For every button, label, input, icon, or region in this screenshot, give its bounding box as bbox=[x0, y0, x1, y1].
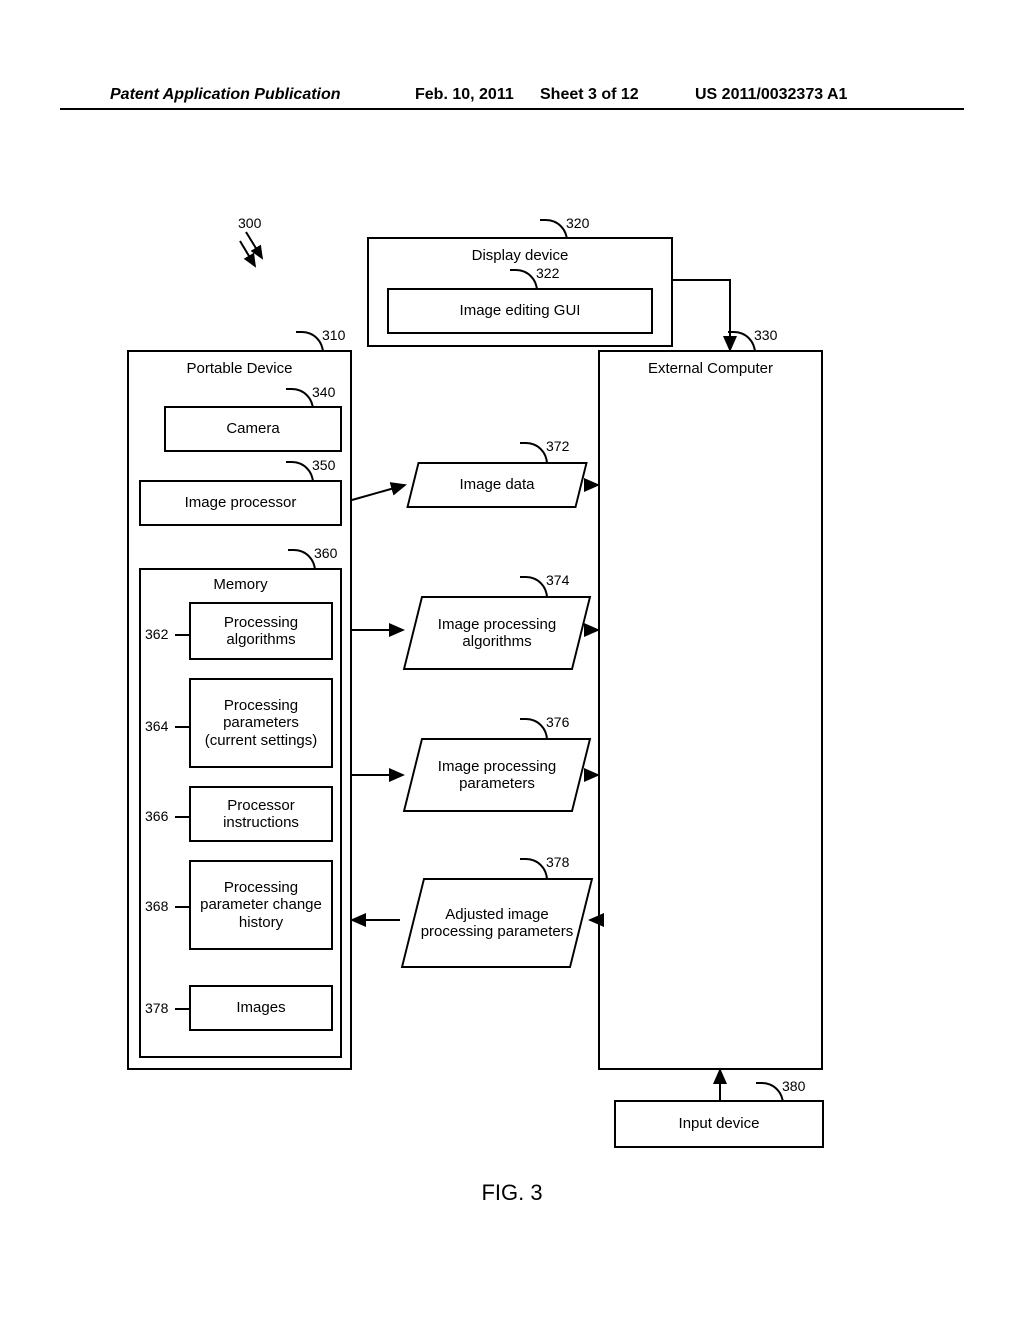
gui-box: Image editing GUI bbox=[387, 288, 653, 334]
mem-366-label: Processor instructions bbox=[197, 797, 325, 832]
external-computer-box: External Computer bbox=[598, 350, 823, 1070]
mem-362-box: Processing algorithms bbox=[189, 602, 333, 660]
tick-mem-364 bbox=[175, 726, 189, 728]
header-rule bbox=[60, 108, 964, 110]
image-data-label: Image data bbox=[459, 476, 534, 493]
ref-algos: 374 bbox=[546, 572, 569, 588]
ref-imgproc: 350 bbox=[312, 457, 335, 473]
imgproc-box: Image processor bbox=[139, 480, 342, 526]
ref-system: 300 bbox=[238, 215, 261, 231]
leader-algos bbox=[520, 576, 548, 598]
mem-368-box: Processing parameter change history bbox=[189, 860, 333, 950]
leader-adj-params bbox=[520, 858, 548, 880]
figure-label: FIG. 3 bbox=[0, 1180, 1024, 1206]
adj-params-label: Adjusted image processing parameters bbox=[420, 906, 574, 941]
system-pointer-arrow bbox=[240, 232, 270, 268]
input-device-box: Input device bbox=[614, 1100, 824, 1148]
ref-camera: 340 bbox=[312, 384, 335, 400]
page: Patent Application Publication Feb. 10, … bbox=[0, 0, 1024, 1320]
mem-378-label: Images bbox=[197, 999, 325, 1016]
ref-mem-364: 364 bbox=[145, 718, 168, 734]
ref-external: 330 bbox=[754, 327, 777, 343]
leader-image-data bbox=[520, 442, 548, 464]
tick-mem-362 bbox=[175, 634, 189, 636]
image-data-parallelogram: Image data bbox=[412, 462, 582, 508]
header-pubno: US 2011/0032373 A1 bbox=[695, 86, 847, 104]
params-parallelogram: Image processing parameters bbox=[412, 738, 582, 812]
mem-366-box: Processor instructions bbox=[189, 786, 333, 842]
camera-label: Camera bbox=[172, 420, 334, 437]
algos-label: Image processing algorithms bbox=[420, 616, 574, 651]
tick-mem-366 bbox=[175, 816, 189, 818]
header-date: Feb. 10, 2011 bbox=[415, 86, 514, 104]
mem-378-box: Images bbox=[189, 985, 333, 1031]
header-sheet: Sheet 3 of 12 bbox=[540, 86, 639, 104]
adj-params-parallelogram: Adjusted image processing parameters bbox=[412, 878, 582, 968]
ref-params: 376 bbox=[546, 714, 569, 730]
arrow-imgproc-to-imagedata bbox=[352, 485, 405, 500]
camera-box: Camera bbox=[164, 406, 342, 452]
ref-gui: 322 bbox=[536, 265, 559, 281]
mem-364-box: Processing parameters (current settings) bbox=[189, 678, 333, 768]
ref-mem-362: 362 bbox=[145, 626, 168, 642]
algos-parallelogram: Image processing algorithms bbox=[412, 596, 582, 670]
tick-mem-378 bbox=[175, 1008, 189, 1010]
ref-adj-params: 378 bbox=[546, 854, 569, 870]
external-computer-label: External Computer bbox=[606, 360, 815, 377]
tick-mem-368 bbox=[175, 906, 189, 908]
imgproc-label: Image processor bbox=[147, 494, 334, 511]
arrow-display-to-external bbox=[673, 280, 730, 350]
mem-364-label: Processing parameters (current settings) bbox=[197, 697, 325, 749]
ref-memory: 360 bbox=[314, 545, 337, 561]
gui-label: Image editing GUI bbox=[395, 302, 645, 319]
input-device-label: Input device bbox=[622, 1115, 816, 1132]
header-publication: Patent Application Publication bbox=[110, 86, 341, 104]
mem-362-label: Processing algorithms bbox=[197, 614, 325, 649]
params-label: Image processing parameters bbox=[420, 758, 574, 793]
ref-inputdev: 380 bbox=[782, 1078, 805, 1094]
ref-display: 320 bbox=[566, 215, 589, 231]
display-device-label: Display device bbox=[375, 247, 665, 264]
mem-368-label: Processing parameter change history bbox=[197, 879, 325, 931]
ref-portable: 310 bbox=[322, 327, 345, 343]
memory-label: Memory bbox=[147, 576, 334, 593]
ref-image-data: 372 bbox=[546, 438, 569, 454]
leader-params bbox=[520, 718, 548, 740]
ref-mem-378: 378 bbox=[145, 1000, 168, 1016]
portable-device-label: Portable Device bbox=[135, 360, 344, 377]
ref-mem-366: 366 bbox=[145, 808, 168, 824]
ref-mem-368: 368 bbox=[145, 898, 168, 914]
